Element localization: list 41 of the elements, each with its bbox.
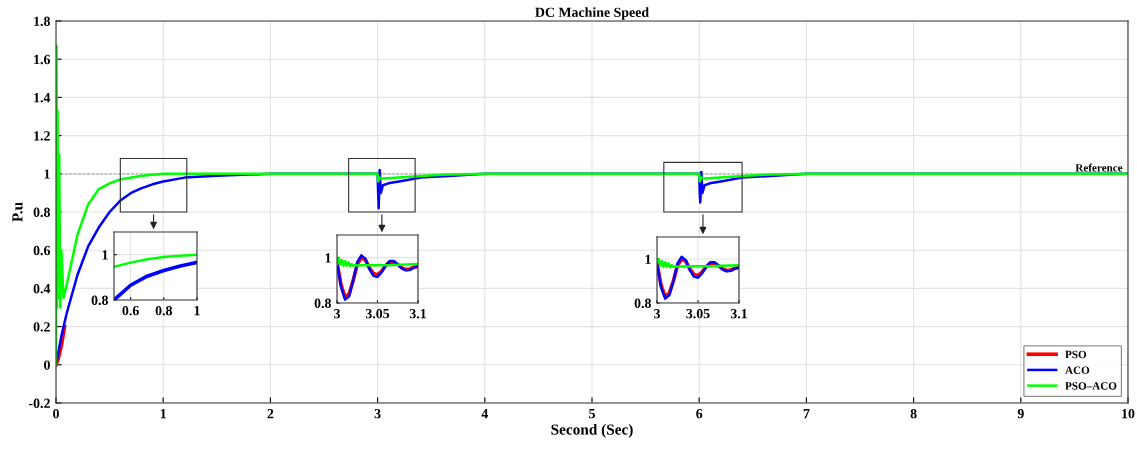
x-axis-title: Second (Sec): [551, 423, 633, 438]
y-tick-label: 1.8: [34, 16, 50, 27]
ref-line-label: Reference: [1075, 163, 1123, 172]
chart-title: DC Machine Speed: [535, 7, 649, 20]
x-tick-label: 3: [374, 409, 381, 419]
y-tick-label: 1: [44, 169, 50, 179]
y-tick-label: 0.2: [33, 322, 50, 332]
x-tick-label: 0.6: [122, 305, 139, 316]
legend-label: PSO–ACO: [1065, 382, 1117, 390]
x-tick-label: 3.05: [365, 308, 390, 319]
x-tick-label: 5: [589, 409, 595, 419]
x-tick-label: 1: [160, 409, 166, 419]
x-tick-label: 0.8: [155, 305, 173, 316]
x-tick-label: 3.1: [409, 309, 426, 319]
legend-label: ACO: [1065, 366, 1090, 374]
x-tick-label: 3: [654, 309, 660, 319]
x-tick-label: 4: [481, 409, 489, 419]
line-series: [657, 257, 739, 269]
x-tick-label: 0: [53, 408, 59, 419]
x-tick-label: 7: [803, 409, 810, 419]
y-tick-label: 1.4: [34, 93, 51, 103]
legend-label: PSO: [1065, 350, 1087, 359]
x-tick-label: 8: [910, 408, 917, 419]
x-tick-label: 2: [267, 409, 274, 419]
x-tick-label: 10: [1122, 408, 1135, 419]
y-tick-label: 0.4: [33, 283, 51, 294]
x-tick-label: 3.05: [686, 308, 710, 319]
y-tick-label: 0.6: [33, 245, 51, 256]
y-tick-label: 1.2: [34, 131, 50, 141]
y-axis-title: P.u: [12, 202, 23, 222]
y-tick-label: 1.6: [34, 54, 51, 65]
line-series: [114, 253, 197, 268]
x-tick-label: 1: [194, 306, 200, 316]
y-tick-label: 0: [44, 360, 50, 370]
y-tick-label: -0.2: [28, 398, 50, 409]
x-tick-label: 6: [696, 409, 703, 419]
x-tick-label: 3: [334, 309, 340, 319]
line-series: [337, 256, 418, 268]
x-tick-label: 3.1: [730, 309, 747, 319]
y-tick-label: 0.8: [33, 207, 50, 218]
x-tick-label: 9: [1017, 409, 1024, 419]
